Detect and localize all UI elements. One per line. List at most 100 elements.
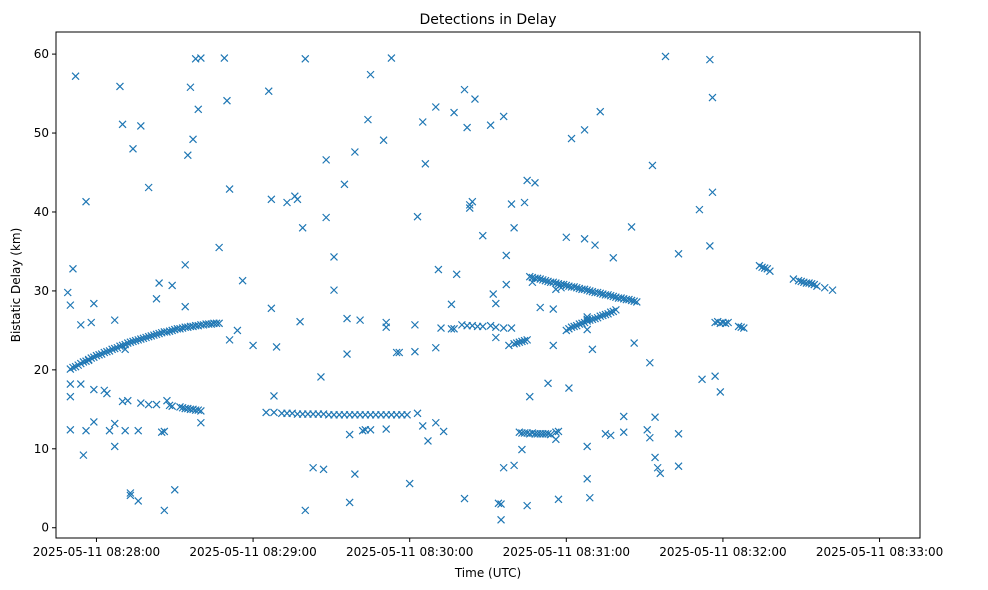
data-point [510,461,519,470]
data-point [491,323,500,332]
data-point [525,272,534,281]
data-point [194,105,203,114]
data-point [270,391,278,400]
data-point [155,329,164,338]
data-point [223,96,231,105]
data-point [520,198,529,207]
data-point [392,348,401,357]
data-point [238,276,247,285]
data-point [92,351,101,360]
data-point [452,270,461,279]
data-point [619,412,628,421]
data-point [147,331,156,340]
data-point [82,197,90,206]
data-point [609,292,618,301]
data-point [176,403,184,411]
data-point [567,323,576,332]
data-point [591,241,599,250]
data-point [123,339,132,347]
data-point [570,283,579,291]
data-point [155,279,164,287]
x-tick-label: 2025-05-11 08:31:00 [503,545,630,559]
x-axis: 2025-05-11 08:28:00 2025-05-11 08:29:00 20… [33,538,943,559]
data-point [160,427,169,436]
data-point [512,339,521,347]
data-point [118,341,127,350]
data-point [413,409,422,418]
data-point [102,389,111,398]
y-tick-label: 30 [34,284,49,298]
data-point [708,93,717,102]
data-point [343,314,351,323]
data-point [66,392,75,401]
data-point [502,280,511,289]
data-point [168,326,177,335]
data-point [262,408,271,417]
data-point [497,500,505,508]
y-axis: 0 10 20 30 40 50 60 [34,47,56,535]
data-point [410,320,419,329]
data-point [431,418,440,427]
data-point [460,494,469,503]
data-point [549,278,558,287]
data-point [643,425,652,434]
y-tick-label: 0 [41,521,49,535]
data-point [619,428,628,437]
data-point [765,267,774,276]
data-point [123,396,132,405]
data-point [478,231,487,240]
data-point [134,496,143,505]
data-point [168,402,177,411]
data-point [507,324,516,332]
data-point [267,195,276,204]
data-point [165,327,174,336]
data-point [653,463,662,472]
data-point [183,151,192,160]
data-point [322,213,331,222]
y-tick-label: 20 [34,363,49,377]
data-point [356,316,365,325]
data-point [572,283,581,292]
data-point [66,301,75,310]
data-point [489,290,498,299]
data-point [630,297,639,306]
data-point [110,419,119,428]
data-point [160,506,169,515]
data-point [533,274,542,283]
x-tick-label: 2025-05-11 08:30:00 [346,545,473,559]
data-point [118,120,127,129]
data-point [87,318,96,327]
data-point [651,453,659,462]
data-point [434,265,443,274]
data-point [403,410,412,419]
data-point [186,83,195,92]
data-point [606,431,615,440]
data-point [69,363,77,372]
data-point [525,392,534,401]
data-point [330,286,338,295]
data-point [215,243,224,252]
data-point [468,197,477,206]
data-point [144,400,153,409]
data-point [656,469,665,478]
data-point [410,347,419,356]
data-point [580,234,589,243]
data-point [196,406,205,415]
data-point [604,290,612,299]
data-point [116,342,124,351]
data-point [322,155,331,164]
data-point [283,198,291,207]
data-point [157,428,166,437]
data-point [562,233,571,242]
y-tick-label: 50 [34,126,49,140]
data-point [165,401,174,410]
data-point [807,279,816,288]
data-point [580,285,589,294]
data-point [152,400,161,409]
data-point [518,445,526,454]
data-point [502,251,511,260]
data-point [168,281,177,290]
data-point [536,275,545,284]
data-point [249,341,258,350]
